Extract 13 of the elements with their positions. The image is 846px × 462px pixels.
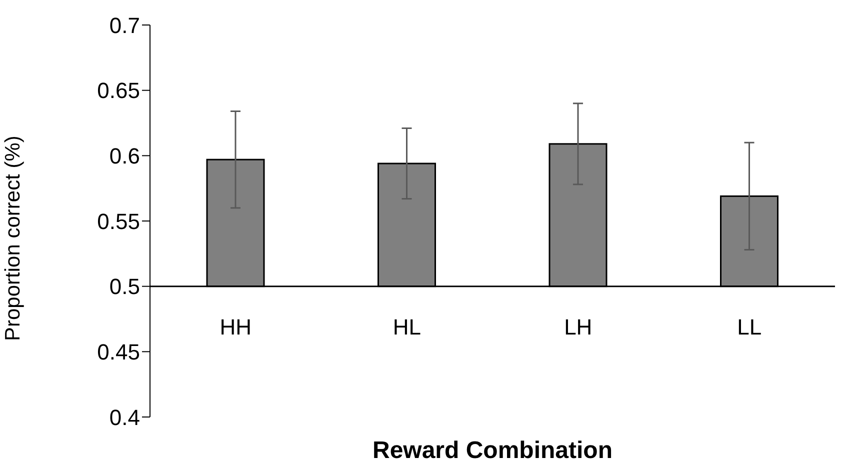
- y-tick-label: 0.45: [97, 339, 140, 364]
- y-tick-label: 0.7: [109, 12, 140, 38]
- x-tick-label: HL: [392, 314, 421, 340]
- x-axis-title: Reward Combination: [372, 437, 613, 462]
- y-tick-label: 0.4: [109, 404, 140, 430]
- x-tick-label: LH: [564, 314, 592, 340]
- y-tick-label: 0.6: [109, 143, 140, 168]
- x-tick-label: HH: [220, 314, 252, 340]
- y-tick-label: 0.65: [97, 78, 140, 104]
- x-tick-label: LL: [737, 314, 762, 340]
- y-tick-label: 0.55: [97, 208, 140, 234]
- y-axis-title: Proportion correct (%): [1, 136, 24, 341]
- y-tick-label: 0.5: [109, 274, 140, 300]
